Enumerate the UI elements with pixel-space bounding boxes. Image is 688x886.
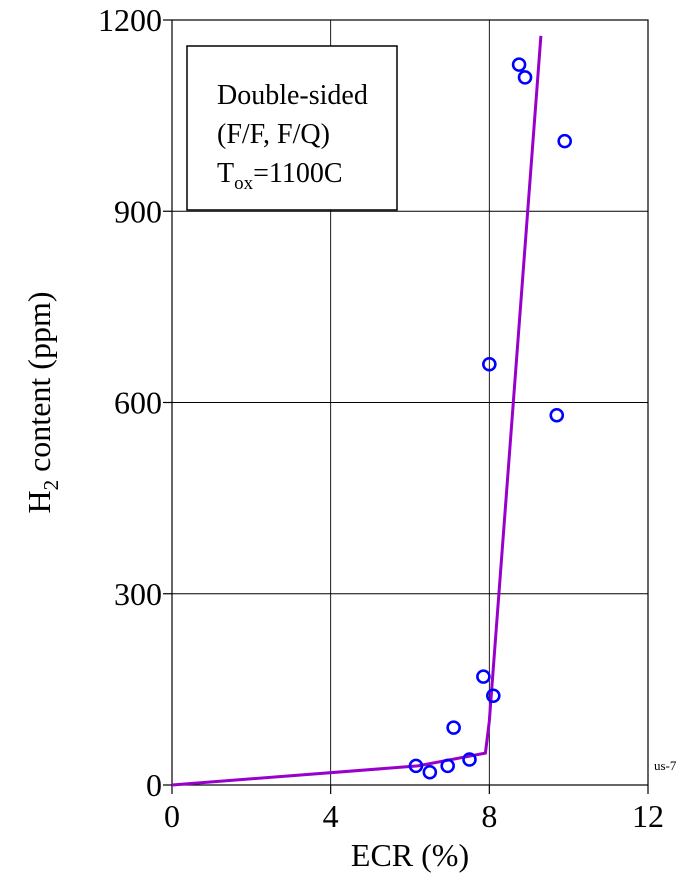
fit-line	[171, 35, 543, 787]
tick-labels: 0 4 8 12 0 300 600 900 1200	[98, 2, 664, 834]
annotation-line-2: (F/F, F/Q)	[217, 119, 330, 150]
x-tick-label: 12	[632, 798, 664, 834]
series-layer	[171, 35, 573, 787]
corner-label: us-7	[654, 758, 677, 773]
y-axis-label-rest: content (ppm)	[21, 292, 57, 480]
data-point	[557, 133, 573, 149]
data-point	[422, 764, 438, 780]
y-tick-label: 900	[114, 193, 162, 229]
annotation-line-3-main: T	[217, 158, 234, 189]
data-point	[517, 70, 533, 85]
annotation-line-3-rest: =1100C	[253, 158, 342, 189]
annotation-line-3: Tox=1100C	[217, 158, 343, 194]
data-point	[549, 407, 565, 423]
annotation-line-1: Double-sided	[217, 80, 368, 111]
data-point	[482, 356, 497, 372]
y-tick-label: 0	[146, 767, 162, 803]
data-point	[440, 758, 455, 774]
x-tick-label: 4	[323, 798, 339, 834]
x-tick-label: 0	[164, 798, 180, 834]
x-axis-label: ECR (%)	[351, 837, 469, 873]
data-point	[408, 758, 424, 774]
annotation-line-3-subscript: ox	[234, 173, 254, 194]
y-axis-label-main: H	[21, 490, 57, 513]
y-tick-label: 1200	[98, 2, 162, 38]
data-point	[446, 720, 461, 735]
x-tick-label: 8	[481, 798, 497, 834]
y-axis-label: H2 content (ppm)	[21, 292, 63, 514]
y-axis-label-subscript: 2	[39, 480, 63, 491]
data-point	[462, 752, 477, 767]
data-point	[476, 669, 491, 684]
annotation-box: Double-sided (F/F, F/Q) Tox=1100C	[186, 45, 398, 211]
annotation-box-frame	[186, 45, 398, 211]
y-tick-label: 300	[114, 576, 162, 612]
data-point	[485, 688, 501, 704]
data-point	[511, 57, 527, 72]
y-tick-label: 600	[114, 385, 162, 421]
